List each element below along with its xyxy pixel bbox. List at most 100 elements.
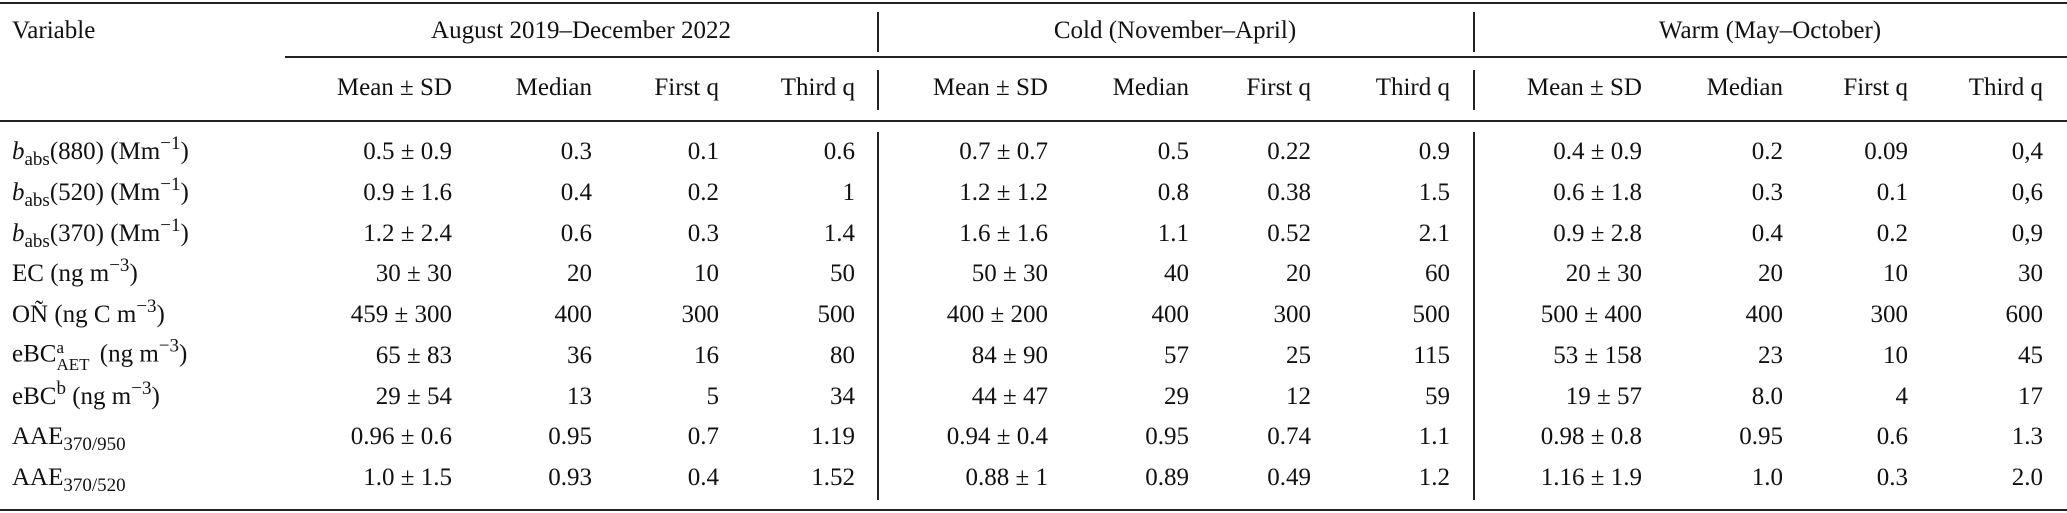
superscript: −3: [136, 296, 157, 317]
cell-mean-sd: 53 ± 158: [1553, 341, 1642, 369]
cell-third-q: 34: [830, 382, 855, 410]
variable-label: babs(370) (Mm−1): [12, 216, 189, 252]
cell-third-q: 1.2: [1418, 464, 1450, 491]
top-rule: [0, 2, 2067, 4]
label-text: ): [151, 382, 160, 410]
cell-mean-sd: 50 ± 30: [971, 260, 1048, 288]
cell-median: 1.1: [1157, 219, 1189, 247]
group-divider: [1473, 132, 1475, 500]
cell-mean-sd: 20 ± 30: [1565, 260, 1642, 288]
label-text: ): [180, 219, 189, 247]
cell-median: 40: [1164, 260, 1189, 288]
cell-median: 20: [567, 260, 592, 288]
column-header-first-q: First q: [1246, 74, 1311, 101]
cell-median: 0.89: [1145, 464, 1189, 491]
cell-first-q: 300: [1273, 301, 1312, 328]
label-text: eBC: [12, 340, 57, 368]
group-divider: [877, 70, 879, 110]
variable-label: AAE370/520: [12, 463, 126, 495]
cell-median: 0.2: [1751, 138, 1783, 165]
cell-third-q: 59: [1425, 382, 1450, 410]
label-text: ): [129, 260, 138, 288]
cell-third-q: 45: [2018, 341, 2043, 369]
cell-third-q: 0,9: [2011, 219, 2043, 247]
cell-mean-sd: 459 ± 300: [350, 301, 452, 328]
cell-median: 0.95: [1145, 423, 1189, 451]
column-header-third-q: Third q: [780, 74, 855, 101]
label-text: (ng m: [65, 382, 132, 410]
cell-third-q: 600: [2005, 301, 2044, 328]
group-underline: [285, 56, 2067, 58]
cell-first-q: 0.1: [1876, 178, 1908, 206]
label-text: b: [12, 219, 25, 247]
label-text: AAE: [12, 423, 64, 451]
variable-label: EC (ng m−3): [12, 256, 138, 289]
cell-median: 29: [1164, 382, 1189, 410]
variable-label: eBCb (ng m−3): [12, 379, 160, 412]
cell-median: 0.4: [560, 178, 592, 206]
cell-mean-sd: 0.94 ± 0.4: [946, 423, 1048, 451]
cell-first-q: 10: [1883, 341, 1908, 369]
cell-median: 400: [1745, 301, 1784, 328]
variable-label: babs(880) (Mm−1): [12, 134, 189, 169]
subscript: abs: [24, 230, 50, 252]
cell-mean-sd: 0.96 ± 0.6: [350, 423, 452, 451]
group-divider: [1473, 70, 1475, 110]
cell-third-q: 30: [2018, 260, 2043, 288]
cell-median: 400: [1151, 301, 1190, 328]
cell-first-q: 10: [1883, 260, 1908, 288]
cell-first-q: 0.22: [1267, 138, 1311, 165]
cell-mean-sd: 0.6 ± 1.8: [1553, 178, 1642, 206]
label-text: OÑ (ng C m: [12, 301, 137, 328]
column-header-mean-sd: Mean ± SD: [336, 74, 452, 101]
cell-median: 0.93: [548, 464, 592, 491]
cell-mean-sd: 500 ± 400: [1540, 301, 1642, 328]
cell-third-q: 1.4: [823, 219, 855, 247]
cell-median: 0.95: [548, 423, 592, 451]
cell-first-q: 0.6: [1876, 423, 1908, 451]
subscript: AET: [56, 354, 90, 374]
cell-median: 1.0: [1751, 464, 1783, 491]
cell-median: 0.6: [560, 219, 592, 247]
label-text: b: [12, 178, 25, 206]
superscript: b: [56, 377, 66, 399]
cell-third-q: 1: [842, 178, 856, 206]
subscript: abs: [24, 189, 50, 211]
cell-third-q: 0.9: [1418, 138, 1450, 165]
cell-median: 23: [1758, 341, 1783, 369]
label-text: EC (ng m: [12, 260, 110, 288]
group-divider: [877, 132, 879, 500]
cell-first-q: 0.2: [1876, 219, 1908, 247]
cell-third-q: 80: [830, 341, 855, 369]
label-text: (880) (Mm: [49, 138, 161, 165]
group-divider: [877, 12, 879, 52]
cell-median: 36: [567, 341, 592, 369]
cell-mean-sd: 0.88 ± 1: [965, 464, 1048, 491]
cell-third-q: 60: [1425, 260, 1450, 288]
cell-first-q: 0.38: [1267, 178, 1311, 206]
cell-mean-sd: 1.0 ± 1.5: [363, 464, 452, 491]
cell-first-q: 4: [1895, 382, 1909, 410]
cell-median: 13: [567, 382, 592, 410]
header-rule: [0, 120, 2067, 122]
superscript: −3: [158, 335, 179, 357]
cell-mean-sd: 0.9 ± 2.8: [1553, 219, 1642, 247]
cell-mean-sd: 29 ± 54: [375, 382, 452, 410]
column-header-third-q: Third q: [1375, 74, 1450, 101]
group-header: August 2019–December 2022: [431, 17, 731, 44]
cell-third-q: 0,6: [2011, 178, 2043, 206]
superscript: −1: [160, 133, 181, 154]
cell-third-q: 1.1: [1418, 423, 1450, 451]
variable-header: Variable: [12, 17, 96, 44]
sup-sub-stack: a AET: [56, 339, 89, 373]
variable-label: AAE370/950: [12, 422, 126, 454]
cell-first-q: 5: [706, 382, 720, 410]
cell-first-q: 0.1: [687, 138, 719, 165]
cell-first-q: 0.09: [1864, 138, 1908, 165]
cell-third-q: 2.0: [2011, 464, 2043, 491]
cell-third-q: 17: [2018, 382, 2043, 410]
cell-median: 20: [1758, 260, 1783, 288]
cell-first-q: 20: [1286, 260, 1311, 288]
label-text: ): [156, 301, 165, 328]
cell-first-q: 0.7: [687, 423, 719, 451]
